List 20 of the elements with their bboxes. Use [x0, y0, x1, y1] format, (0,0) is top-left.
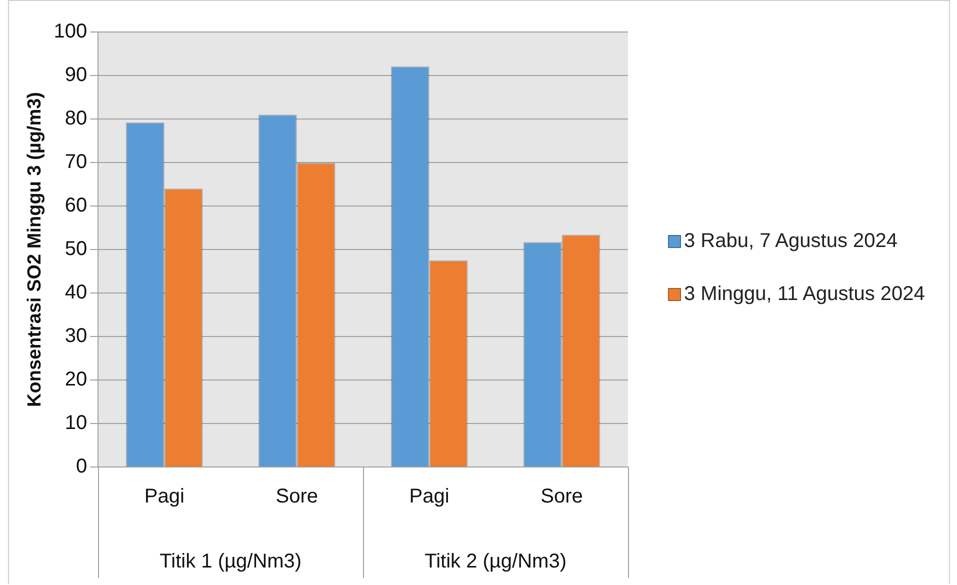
- y-tick-label: 80: [64, 108, 88, 130]
- legend-label: 3 Rabu, 7 Agustus 2024: [684, 230, 898, 253]
- y-tick-label: 10: [64, 412, 88, 434]
- y-tick-label: 60: [64, 194, 88, 217]
- y-tick-label: 20: [64, 368, 88, 391]
- y-tick-label: 90: [64, 64, 88, 86]
- y-tick-label: 50: [64, 238, 88, 260]
- y-tick-label: 30: [64, 325, 88, 348]
- x-tick-label: Pagi: [144, 486, 184, 508]
- legend-label: 3 Minggu, 11 Agustus 2024: [684, 283, 925, 306]
- y-tick-label: 70: [64, 151, 88, 174]
- x-tick-label: Sore: [276, 486, 318, 508]
- x-tick-label: Pagi: [409, 486, 450, 508]
- y-axis-title: Konsentrasi SO2 Minggu 3 (µg/m3): [24, 92, 46, 407]
- text: Titik 1 (µg/Nm3): [160, 550, 302, 573]
- y-tick-label: 40: [64, 282, 88, 304]
- y-tick-label: 0: [76, 456, 88, 478]
- y-tick-label: 100: [54, 20, 88, 43]
- x-tick-label: Sore: [540, 486, 583, 508]
- text: Titik 2 (µg/Nm3): [424, 550, 566, 573]
